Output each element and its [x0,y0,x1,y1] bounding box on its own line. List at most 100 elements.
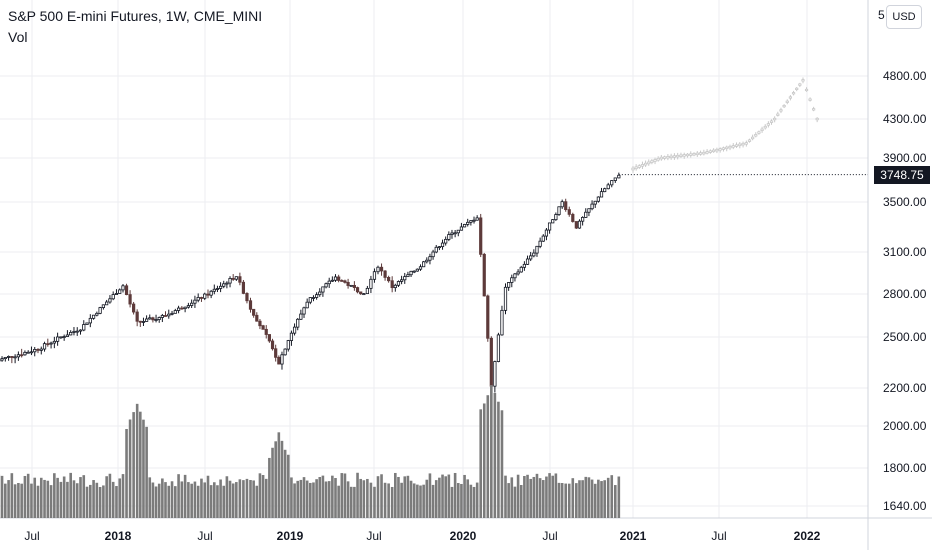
volume-bar [554,473,558,518]
time-tick-label: 2018 [105,529,132,543]
candle-body [337,276,341,281]
candle-body [170,312,174,315]
volume-bar [187,482,190,518]
projection-body [734,144,739,147]
candle-body [560,201,564,208]
volume-bar [387,483,390,518]
volume-bar [222,485,226,518]
candle-body [225,282,229,285]
volume-bar [249,479,252,518]
currency-button[interactable]: USD [886,5,922,29]
volume-bar [283,449,287,518]
candle-body [538,240,542,247]
projection-body [751,136,755,140]
time-tick-label: 2021 [620,529,647,543]
candle-body [496,334,501,362]
time-tick-label: Jul [24,529,39,543]
projection-body [754,134,758,137]
time-tick-label: Jul [711,529,726,543]
candle-body [315,294,319,298]
volume-bar [95,482,99,518]
candle-body [280,354,284,365]
candle-body [238,276,242,283]
candle-body [190,302,194,306]
candle-body [617,174,621,179]
candle-body [581,217,585,222]
candle-body [296,318,300,328]
projection-body [804,88,809,92]
time-tick-label: 2020 [450,529,477,543]
candle-body [551,219,555,224]
candle-body [98,307,102,314]
volume-indicator-label[interactable]: Vol [8,29,28,45]
volume-bar [92,480,95,518]
volume-bar [460,483,463,518]
volume-bar [264,478,268,518]
candle-body [311,297,316,299]
candle-body [277,356,281,365]
projection-body [779,109,783,112]
volume-bar [154,486,158,518]
volume-bar [177,474,180,518]
projection-body [650,160,654,163]
projection-body [791,92,796,95]
volume-bar [541,480,545,518]
price-tick-label: 2000.00 [883,419,927,433]
candle-body [456,229,460,234]
volume-bar [472,486,476,518]
volume-bar [30,483,33,518]
projection-body [705,151,709,154]
volume-bar [286,454,290,518]
candle-body [359,291,363,295]
volume-bar [128,419,132,518]
candle-body [393,284,397,289]
projection-body [679,154,683,157]
candle-body [547,222,552,231]
candle-body [606,184,610,190]
volume-bar [62,476,66,518]
volume-bar [447,474,451,518]
volume-bar [108,473,112,518]
volume-bar [121,474,125,518]
volume-bar [469,484,473,518]
candle-body [88,317,92,324]
volume-bar [299,479,303,518]
volume-bar [419,485,422,518]
volume-bar [312,482,315,518]
candle-body [42,343,47,350]
volume-bar [36,485,40,518]
volume-bar [532,476,536,518]
volume-bar [409,480,413,518]
volume-bar [148,477,152,518]
volume-bar [10,473,14,518]
volume-bar [456,483,460,518]
candle-body [593,200,597,205]
volume-bar [504,475,507,518]
candle-body [183,306,187,309]
projection-body [785,100,789,103]
candle-body [403,276,407,281]
projection-body [695,152,699,156]
candle-body [13,356,17,359]
candle-body [574,221,578,229]
candle-body [176,307,181,311]
candle-body [372,271,377,280]
candle-body [510,277,514,283]
projection-body [659,156,663,160]
time-tick-label: 2022 [794,529,821,543]
candle-body [564,201,568,211]
candle-body [252,308,256,316]
candle-body [75,330,79,333]
volume-bar [238,479,242,518]
volume-bar [343,473,347,518]
volume-bar [493,392,497,518]
volume-bar [43,479,46,518]
candle-body [203,293,207,299]
volume-bar [309,482,312,518]
candle-body [500,309,504,336]
candle-body [466,221,470,225]
candle-body [302,307,306,315]
candle-body [72,331,76,333]
